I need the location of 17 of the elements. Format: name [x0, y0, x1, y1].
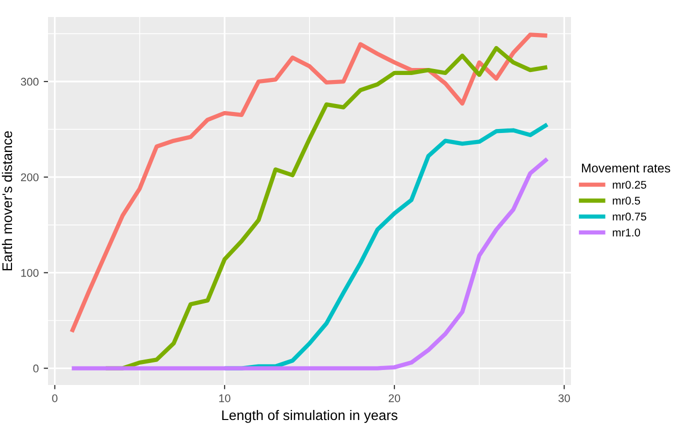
y-tick-label: 0 [33, 364, 39, 372]
line-series [70, 32, 550, 334]
x-tick-label: 0 [52, 394, 58, 402]
x-tick-label: 30 [558, 394, 570, 402]
x-tick-label: 10 [219, 394, 230, 402]
y-tick-label: 200 [20, 173, 39, 182]
y-axis-title: Earth mover's distance [2, 131, 12, 270]
legend-label: mr0.25 [612, 180, 646, 189]
line-series [70, 156, 550, 370]
legend-label: mr0.75 [612, 212, 646, 221]
x-tick-label: 20 [388, 394, 400, 402]
legend-label: mr1.0 [612, 228, 640, 236]
y-tick-label: 300 [20, 78, 39, 86]
y-tick-label: 100 [21, 268, 39, 277]
legend-label: mr0.5 [612, 196, 640, 205]
x-axis-title: Length of simulation in years [222, 410, 398, 423]
legend-title: Movement rates [582, 164, 670, 173]
